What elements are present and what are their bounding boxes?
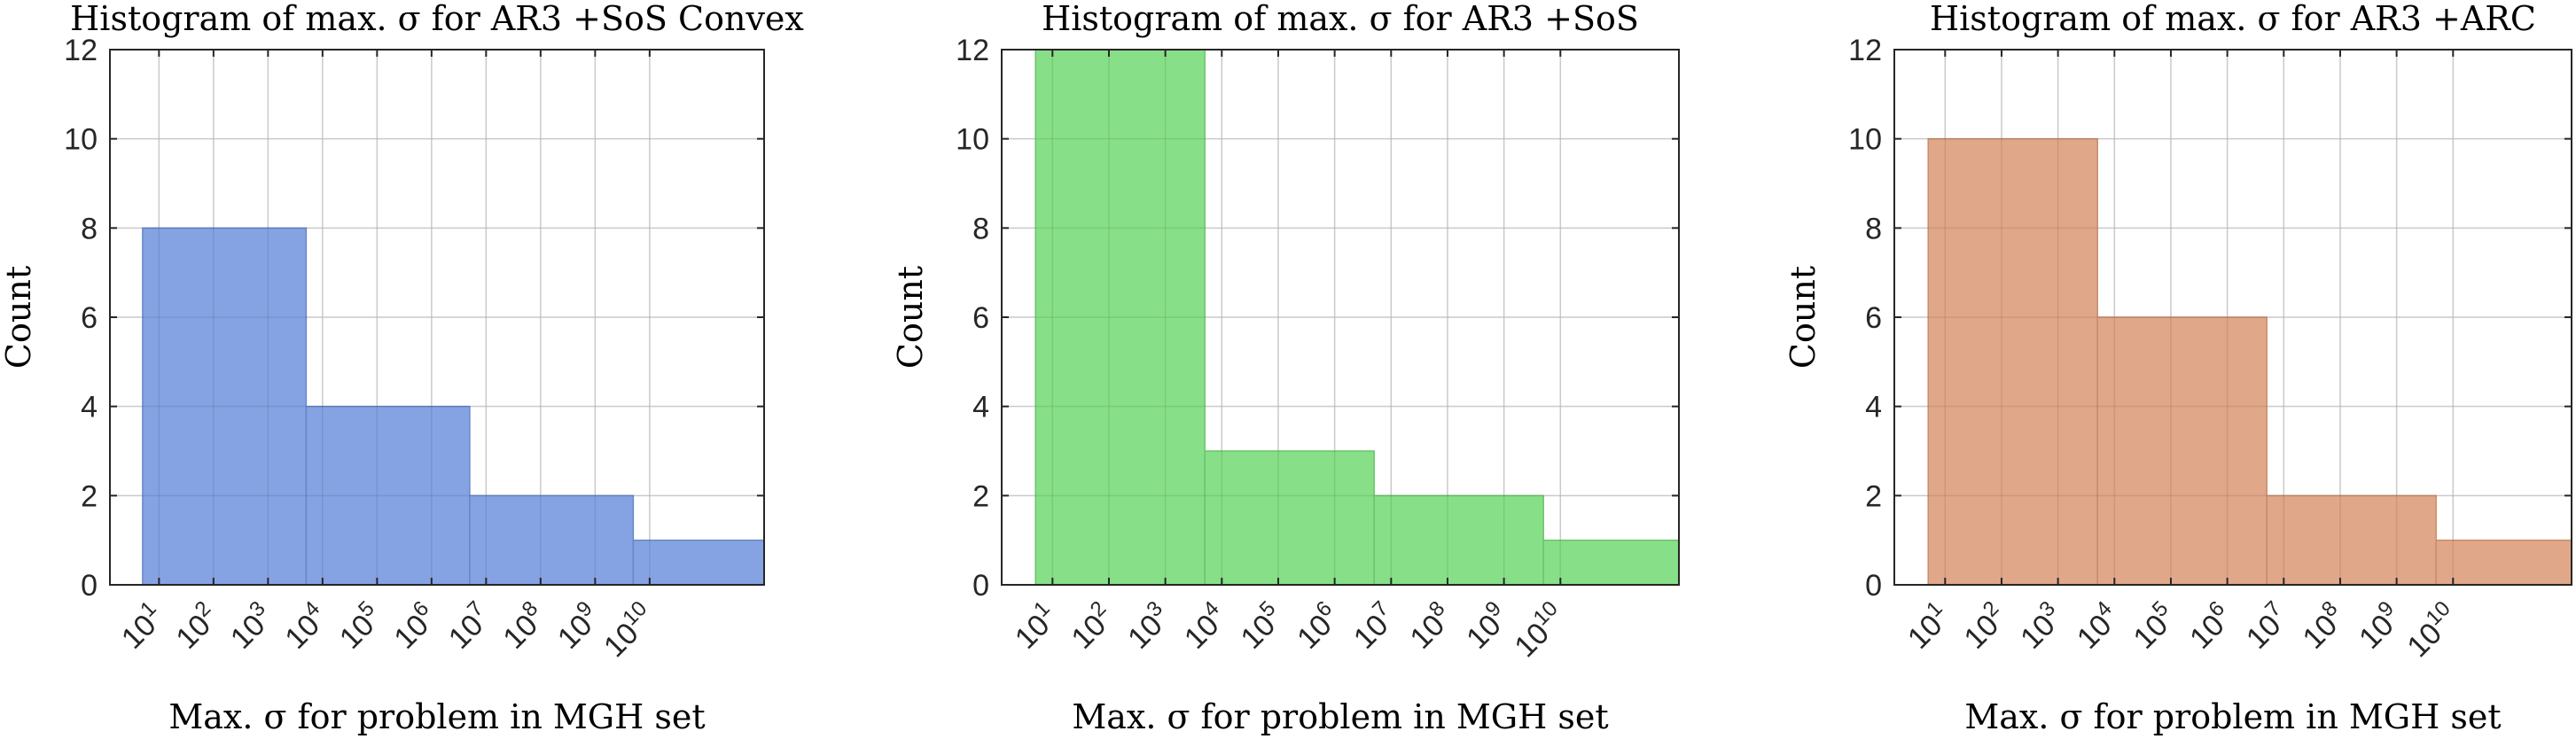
- y-tick-label: 6: [1865, 301, 1882, 335]
- y-tick-label: 8: [972, 212, 989, 245]
- x-axis-label: Max. σ for problem in MGH set: [1072, 697, 1608, 736]
- x-tick-label: 105: [2124, 596, 2183, 656]
- y-tick-label: 2: [81, 479, 98, 513]
- histogram-panel-2: 0 2 4 6 8 10 12 101 102 103 104 105 106 107 108 1091010…: [891, 0, 1680, 736]
- y-tick-label: 0: [972, 569, 989, 603]
- y-tick-label: 10: [956, 123, 989, 157]
- x-tick-label: 104: [276, 596, 335, 656]
- x-tick-label: 102: [167, 596, 226, 656]
- x-tick-label: 105: [1231, 596, 1291, 656]
- y-tick-label: 12: [956, 34, 989, 67]
- chart-title: Histogram of max. σ for AR3 +SoS: [1042, 0, 1639, 38]
- x-axis-label: Max. σ for problem in MGH set: [1964, 697, 2501, 736]
- y-tick-label: 4: [972, 391, 989, 424]
- histogram-bar: [2266, 494, 2437, 586]
- y-tick-label: 12: [1848, 34, 1882, 67]
- y-tick-label: 2: [972, 479, 989, 513]
- chart-title: Histogram of max. σ for AR3 +ARC: [1930, 0, 2536, 38]
- histogram-panel-3: 0 2 4 6 8 10 12 101 102 103 104 105 106 107 108 1091010…: [1784, 0, 2572, 736]
- x-tick-label: 1010: [2398, 596, 2465, 664]
- x-tick-label: 102: [1062, 596, 1121, 656]
- x-tick-label: 101: [1005, 596, 1065, 656]
- x-tick-label: 106: [1288, 596, 1347, 656]
- x-axis-label: Max. σ for problem in MGH set: [168, 697, 705, 736]
- x-tick-label: 103: [221, 596, 280, 656]
- x-tick-label: 109: [548, 596, 607, 656]
- y-tick-label: 6: [81, 301, 98, 335]
- y-axis-label: Count: [891, 266, 930, 369]
- y-tick-label: 0: [1865, 569, 1882, 603]
- y-tick-label: 8: [1865, 212, 1882, 245]
- histogram-bar: [1927, 137, 2098, 586]
- y-axis-label: Count: [0, 266, 38, 369]
- histogram-bar: [632, 539, 765, 586]
- x-tick-label: 106: [385, 596, 444, 656]
- y-tick-label: 12: [64, 34, 98, 67]
- y-axis-label: Count: [1784, 266, 1823, 369]
- x-tick-label: 108: [2293, 596, 2353, 656]
- y-tick-label: 0: [81, 569, 98, 603]
- histogram-bar: [2096, 316, 2268, 586]
- histogram-bar: [1204, 450, 1375, 586]
- x-tick-label: 108: [1401, 596, 1460, 656]
- y-tick-label: 6: [972, 301, 989, 335]
- x-tick-label: 109: [1457, 596, 1517, 656]
- x-tick-label: 104: [1175, 596, 1234, 656]
- histogram-bar: [1373, 494, 1544, 586]
- x-tick-label: 1010: [1505, 596, 1573, 664]
- histogram-bar: [305, 405, 471, 586]
- x-tick-label: 108: [494, 596, 553, 656]
- y-tick-label: 2: [1865, 479, 1882, 513]
- x-tick-label: 109: [2350, 596, 2409, 656]
- x-tick-label: 107: [1344, 596, 1403, 656]
- histogram-bar: [2435, 539, 2572, 586]
- chart-title: Histogram of max. σ for AR3 +SoS Convex: [70, 0, 804, 38]
- y-tick-label: 10: [1848, 123, 1882, 157]
- x-tick-label: 103: [2011, 596, 2071, 656]
- x-tick-label: 103: [1119, 596, 1178, 656]
- y-tick-label: 4: [81, 391, 98, 424]
- y-tick-label: 8: [81, 212, 98, 245]
- x-tick-label: 105: [330, 596, 389, 656]
- x-tick-label: 104: [2067, 596, 2127, 656]
- y-tick-label: 10: [64, 123, 98, 157]
- y-tick-label: 4: [1865, 391, 1882, 424]
- histogram-bar: [1542, 539, 1680, 586]
- x-tick-label: 106: [2181, 596, 2240, 656]
- x-tick-label: 107: [2236, 596, 2296, 656]
- x-tick-label: 1010: [594, 596, 661, 664]
- x-tick-label: 102: [1955, 596, 2014, 656]
- histogram-bar: [469, 494, 635, 586]
- x-tick-label: 107: [439, 596, 498, 656]
- histogram-bar: [142, 227, 308, 586]
- histogram-panel-1: 0 2 4 6 8 10 12 101 102 103 104 105 106 107 108 1091010…: [0, 0, 804, 736]
- histogram-bar: [1034, 49, 1206, 586]
- x-tick-label: 101: [1898, 596, 1957, 656]
- x-tick-label: 101: [112, 596, 171, 656]
